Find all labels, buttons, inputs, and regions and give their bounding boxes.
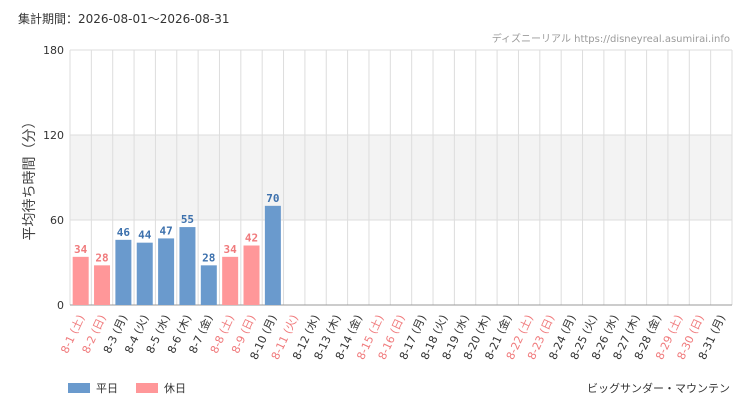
attraction-name: ビッグサンダー・マウンテン xyxy=(587,382,730,395)
y-axis-label: 平均待ち時間（分） xyxy=(22,115,38,241)
bar[interactable] xyxy=(94,265,111,305)
legend-item-weekday[interactable]: 平日 xyxy=(68,380,118,396)
value-label: 34 xyxy=(224,243,238,256)
period-label: 集計期間：2026-08-01～2026-08-31 xyxy=(18,12,230,26)
value-label: 70 xyxy=(266,192,279,205)
bar[interactable] xyxy=(222,256,239,305)
value-label: 47 xyxy=(159,224,172,237)
value-label: 34 xyxy=(74,243,88,256)
y-tick-label: 60 xyxy=(50,214,64,227)
legend-label-weekday: 平日 xyxy=(96,382,118,395)
y-tick-label: 120 xyxy=(43,129,64,142)
bar[interactable] xyxy=(115,239,132,305)
y-tick-label: 0 xyxy=(57,299,64,312)
value-label: 46 xyxy=(117,226,131,239)
legend-label-holiday: 休日 xyxy=(164,382,186,395)
bar[interactable] xyxy=(179,227,196,305)
legend-swatch-weekday xyxy=(68,383,90,393)
shaded-band xyxy=(70,135,732,220)
y-tick-label: 180 xyxy=(43,44,64,57)
source-credit[interactable]: ディズニーリアル https://disneyreal.asumirai.inf… xyxy=(491,34,730,45)
bar[interactable] xyxy=(136,242,153,305)
chart-legend: 平日 休日 xyxy=(68,380,186,396)
legend-swatch-holiday xyxy=(136,383,158,393)
value-label: 28 xyxy=(95,251,108,264)
value-label: 28 xyxy=(202,251,215,264)
legend-item-holiday[interactable]: 休日 xyxy=(136,380,186,396)
value-label: 55 xyxy=(181,213,194,226)
value-label: 42 xyxy=(245,232,258,245)
bar[interactable] xyxy=(264,205,281,305)
bar[interactable] xyxy=(158,238,175,305)
bar[interactable] xyxy=(200,265,217,305)
value-label: 44 xyxy=(138,229,152,242)
bar[interactable] xyxy=(243,245,260,306)
bar[interactable] xyxy=(72,256,89,305)
